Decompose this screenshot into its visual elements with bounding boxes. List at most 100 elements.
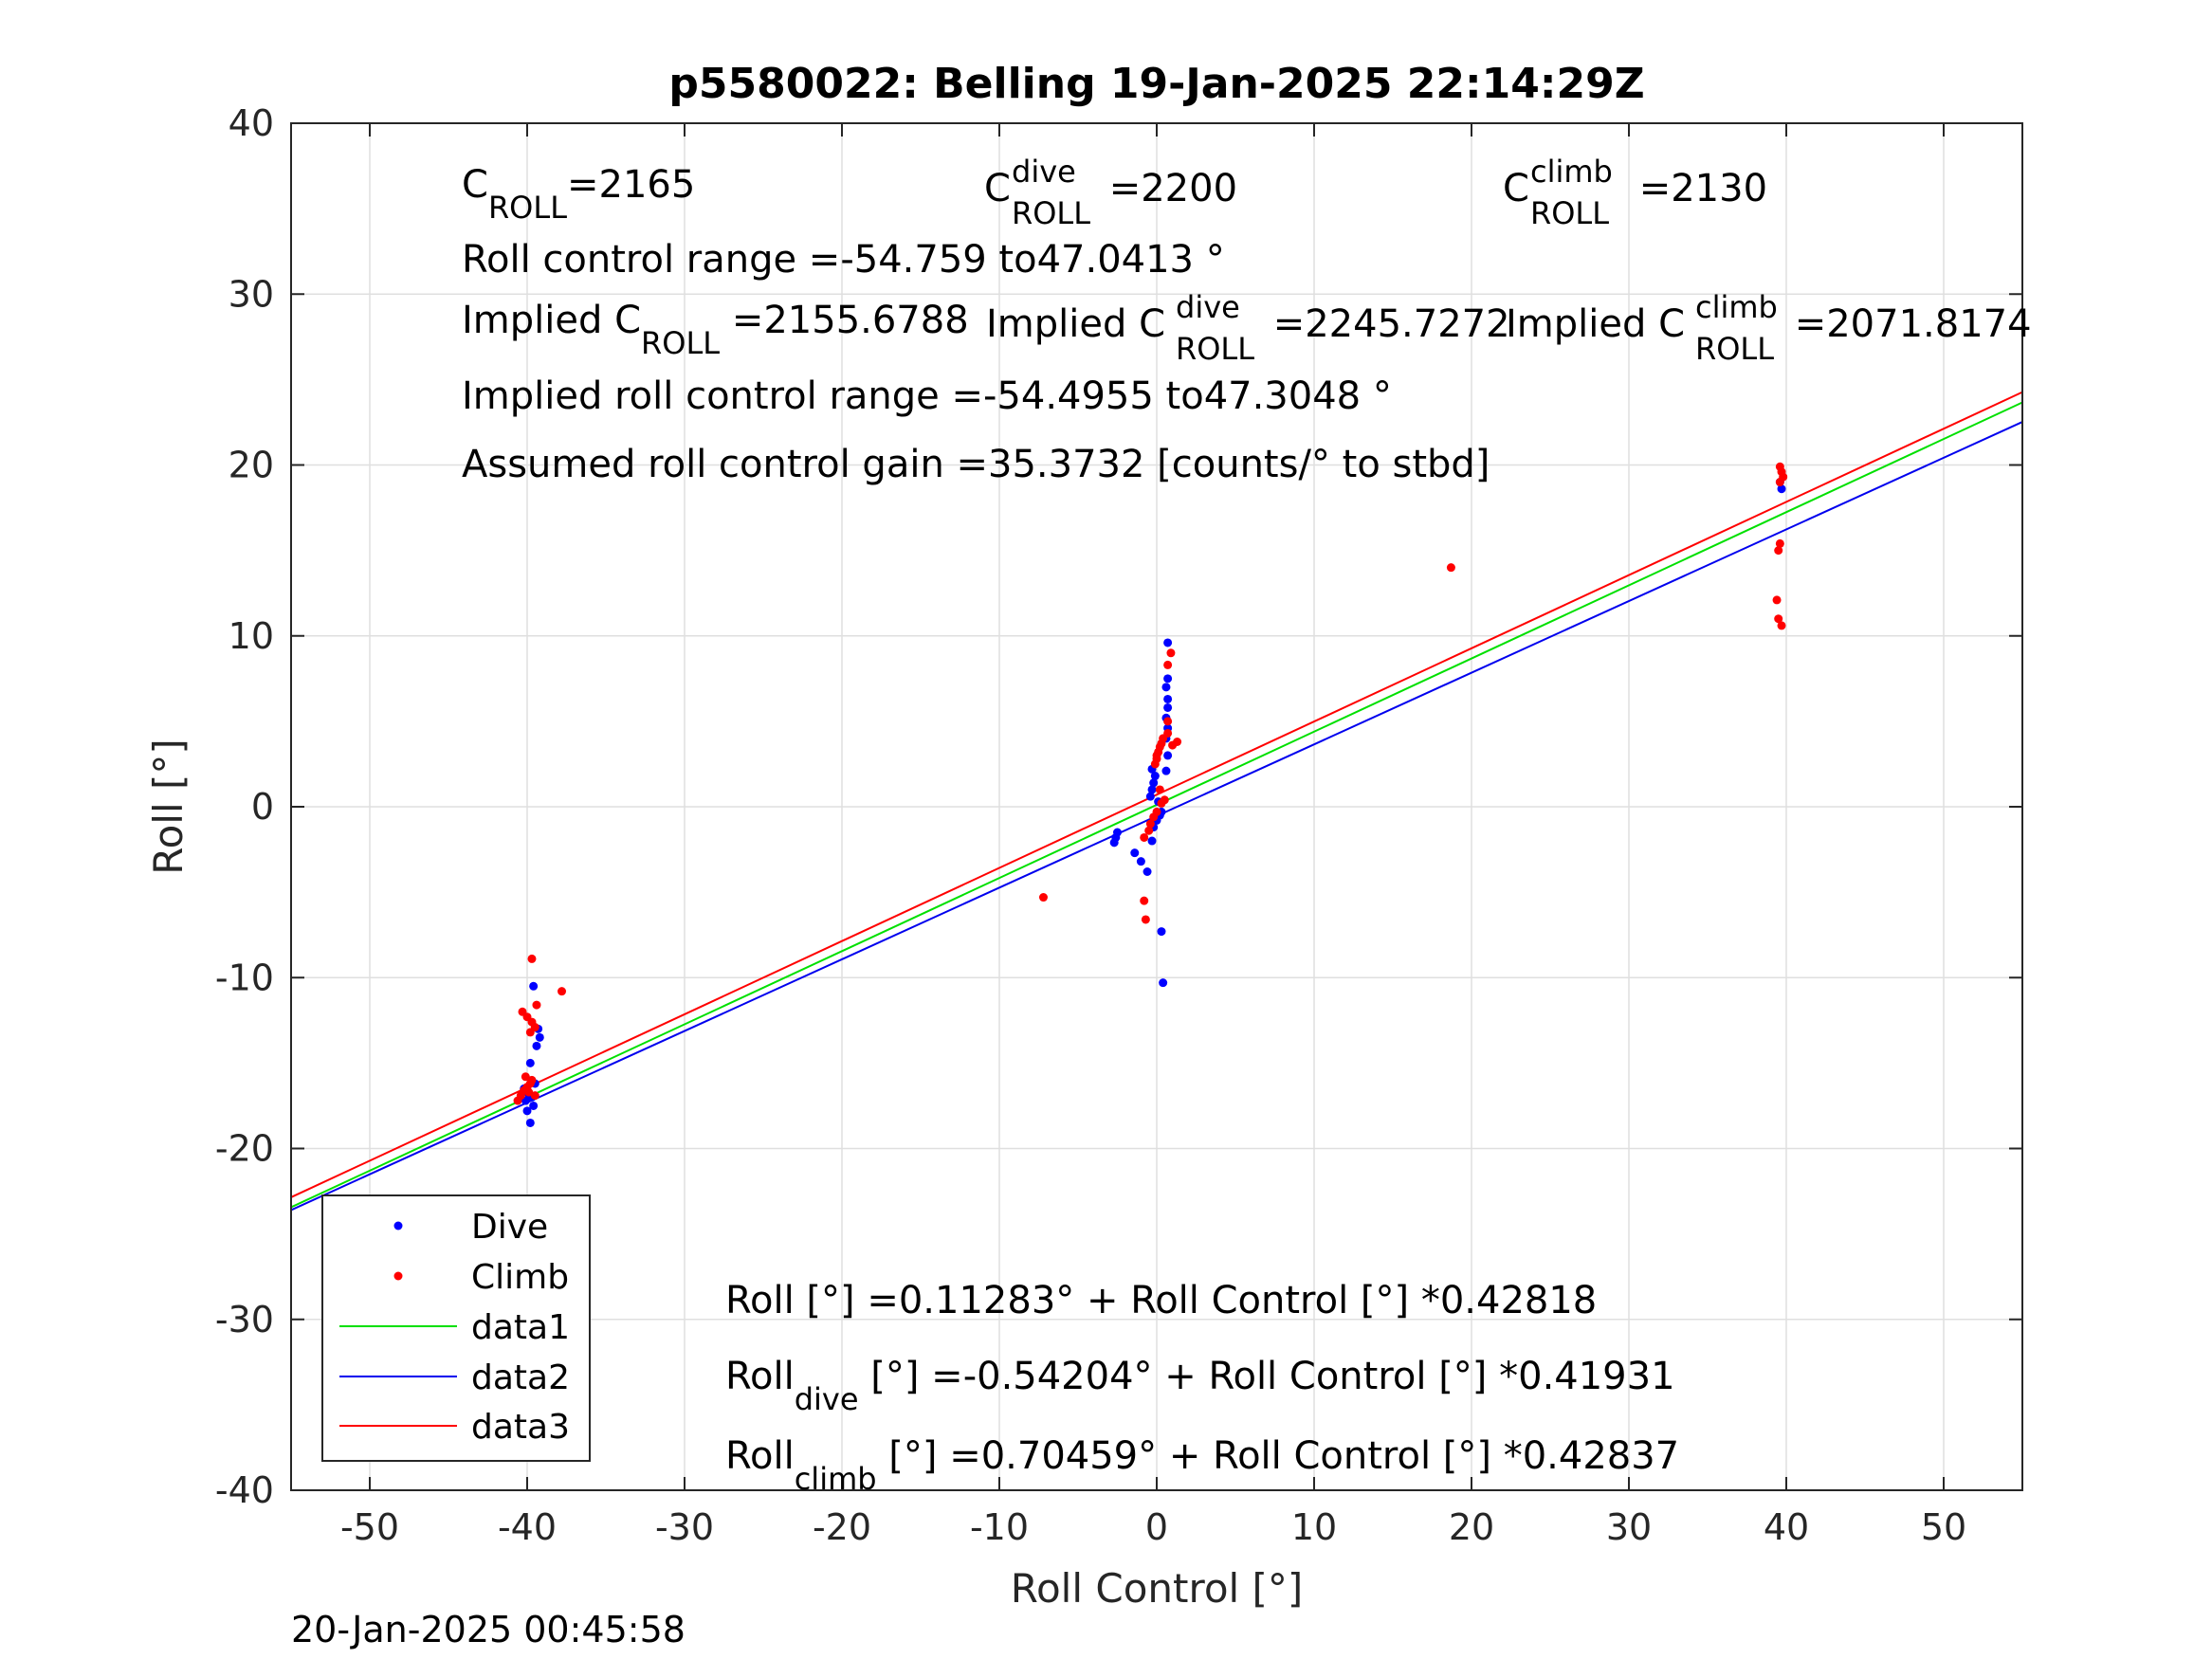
x-tick-label: 40 bbox=[1764, 1506, 1809, 1548]
climb-point bbox=[521, 1072, 530, 1082]
climb-point bbox=[1152, 755, 1161, 764]
fit-line-data3 bbox=[290, 391, 2023, 1198]
dive-point bbox=[529, 981, 539, 991]
legend-label-climb: Climb bbox=[471, 1258, 569, 1297]
y-tick-label: -40 bbox=[215, 1469, 274, 1511]
climb-point bbox=[1140, 896, 1149, 905]
climb-point bbox=[1446, 563, 1455, 573]
climb-point bbox=[1173, 738, 1182, 747]
climb-point bbox=[1141, 915, 1150, 924]
dive-point bbox=[1150, 772, 1160, 781]
climb-point bbox=[1775, 538, 1784, 548]
legend: Dive Climb data1 data2 data3 bbox=[321, 1194, 591, 1462]
dive-point bbox=[1149, 778, 1159, 788]
climb-point bbox=[1145, 819, 1155, 829]
x-tick-label: -20 bbox=[813, 1506, 871, 1548]
dive-point bbox=[522, 1106, 532, 1116]
y-tick-label: 0 bbox=[251, 786, 274, 828]
annotation-c-roll: CROLL=2165 bbox=[462, 163, 695, 226]
dive-point bbox=[1136, 857, 1145, 866]
dive-point bbox=[535, 1032, 544, 1042]
x-tick-label: 30 bbox=[1606, 1506, 1652, 1548]
dive-point bbox=[1777, 484, 1786, 494]
climb-point bbox=[1163, 717, 1173, 726]
dive-point bbox=[1163, 638, 1173, 647]
x-axis-label: Roll Control [°] bbox=[1011, 1565, 1304, 1612]
climb-point bbox=[1163, 660, 1173, 669]
x-tick-label: 50 bbox=[1921, 1506, 1966, 1548]
annotation-fit-climb: Rollclimb [°] =0.70459° + Roll Control [… bbox=[725, 1434, 1679, 1497]
y-tick-label: -20 bbox=[215, 1128, 274, 1170]
dive-point bbox=[1163, 674, 1173, 684]
legend-label-dive: Dive bbox=[471, 1208, 548, 1247]
dive-point bbox=[532, 1041, 541, 1050]
climb-point bbox=[1140, 832, 1149, 842]
x-tick-label: -10 bbox=[970, 1506, 1029, 1548]
chart-title: p5580022: Belling 19-Jan-2025 22:14:29Z bbox=[668, 60, 1644, 108]
x-tick-label: -50 bbox=[340, 1506, 399, 1548]
annotation-roll-control-range: Roll control range =-54.759 to47.0413 ° bbox=[462, 238, 1225, 282]
climb-point bbox=[530, 1091, 539, 1101]
climb-point bbox=[1163, 728, 1173, 738]
axis-ticks: -50 -40 -30 -20 -10 0 10 20 30 40 50 -40 -30 -20 -10 0 1… bbox=[215, 102, 2022, 1548]
annotation-c-roll-dive: Cdive ROLL =2200 bbox=[984, 154, 1237, 231]
climb-point bbox=[1775, 478, 1784, 487]
annotation-assumed-gain: Assumed roll control gain =35.3732 [coun… bbox=[462, 443, 1490, 486]
y-tick-label: 30 bbox=[229, 273, 274, 315]
legend-box bbox=[321, 1194, 591, 1462]
climb-point bbox=[1038, 893, 1048, 902]
climb-point bbox=[527, 1075, 537, 1085]
timestamp: 20-Jan-2025 00:45:58 bbox=[291, 1609, 686, 1650]
annotation-implied-c-roll: Implied CROLL =2155.6788 bbox=[462, 299, 969, 361]
legend-marker-dive bbox=[393, 1221, 403, 1231]
data-points bbox=[513, 462, 1788, 1127]
climb-point bbox=[524, 1087, 534, 1097]
dive-point bbox=[1159, 978, 1168, 988]
y-tick-label: -10 bbox=[215, 957, 274, 998]
legend-label-data2: data2 bbox=[471, 1358, 570, 1397]
legend-marker-climb bbox=[393, 1271, 403, 1281]
climb-point bbox=[1774, 546, 1783, 556]
climb-point bbox=[527, 954, 537, 963]
dive-point bbox=[1157, 927, 1166, 937]
dive-point bbox=[1163, 702, 1173, 712]
dive-point bbox=[1143, 866, 1152, 876]
dive-point bbox=[1147, 836, 1157, 846]
annotation-fit-all: Roll [°] =0.11283° + Roll Control [°] *0… bbox=[725, 1279, 1597, 1322]
annotation-c-roll-climb: Cclimb ROLL =2130 bbox=[1503, 154, 1767, 231]
y-tick-label: 10 bbox=[229, 615, 274, 657]
climb-point bbox=[1155, 785, 1164, 794]
x-tick-label: -30 bbox=[655, 1506, 714, 1548]
x-tick-label: 20 bbox=[1449, 1506, 1494, 1548]
dive-point bbox=[1161, 766, 1171, 775]
annotation-fit-dive: Rolldive [°] =-0.54204° + Roll Control [… bbox=[725, 1355, 1675, 1417]
dive-point bbox=[1147, 785, 1157, 794]
annotation-implied-range: Implied roll control range =-54.4955 to4… bbox=[462, 374, 1392, 418]
dive-point bbox=[1161, 683, 1171, 692]
y-axis-label: Roll [°] bbox=[145, 738, 192, 874]
dive-point bbox=[525, 1118, 535, 1127]
climb-point bbox=[1772, 595, 1782, 605]
dive-point bbox=[1113, 828, 1122, 837]
climb-point bbox=[1166, 648, 1176, 658]
x-tick-label: 0 bbox=[1145, 1506, 1168, 1548]
y-tick-label: 20 bbox=[229, 445, 274, 486]
climb-point bbox=[1777, 621, 1786, 630]
y-tick-label: 40 bbox=[229, 102, 274, 144]
dive-point bbox=[1130, 848, 1140, 858]
climb-point bbox=[1152, 807, 1161, 816]
climb-point bbox=[532, 1000, 541, 1010]
dive-point bbox=[1145, 792, 1155, 801]
climb-point bbox=[558, 987, 567, 996]
climb-point bbox=[1160, 795, 1169, 805]
y-tick-label: -30 bbox=[215, 1299, 274, 1340]
dive-point bbox=[1163, 694, 1173, 703]
x-tick-label: 10 bbox=[1291, 1506, 1337, 1548]
dive-point bbox=[525, 1058, 535, 1067]
legend-label-data3: data3 bbox=[471, 1408, 570, 1447]
climb-point bbox=[525, 1028, 535, 1037]
climb-point bbox=[1144, 826, 1154, 835]
